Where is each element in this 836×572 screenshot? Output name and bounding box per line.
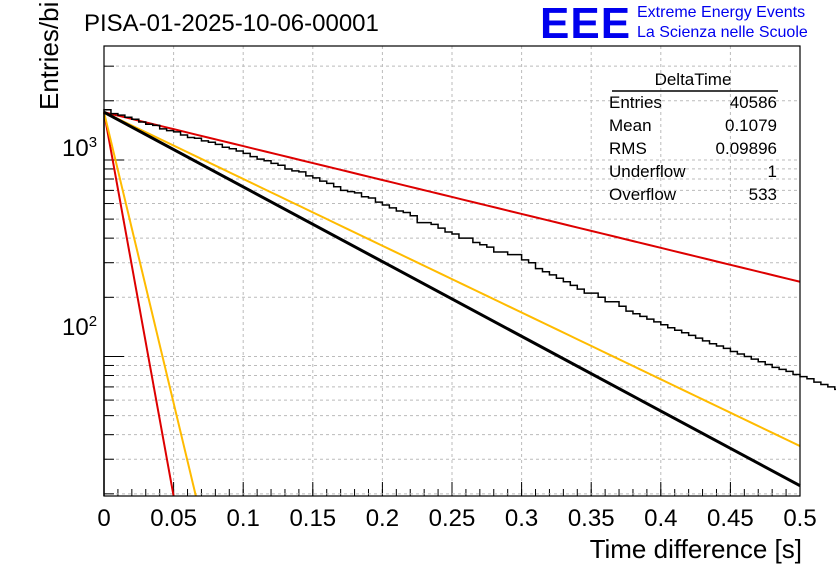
y-axis-label: Entries/bin bbox=[34, 0, 64, 110]
x-tick-label: 0.2 bbox=[366, 505, 399, 532]
stats-row: RMS 0.09896 bbox=[609, 139, 777, 158]
plot-frame bbox=[103, 45, 801, 497]
stats-row: Underflow 1 bbox=[609, 162, 777, 181]
chart-title: PISA-01-2025-10-06-00001 bbox=[84, 10, 379, 37]
x-tick-label: 0.35 bbox=[568, 505, 615, 532]
curve-3 bbox=[103, 111, 197, 497]
curve-1 bbox=[103, 112, 175, 497]
x-tick-label: 0 bbox=[97, 505, 110, 532]
x-tick-label: 0.3 bbox=[505, 505, 538, 532]
y-tick-label-100: 102 bbox=[62, 313, 98, 341]
x-tick-label: 0.05 bbox=[150, 505, 197, 532]
x-axis-label: Time difference [s] bbox=[589, 534, 802, 564]
x-tick-label: 0.1 bbox=[227, 505, 260, 532]
y-tick-label-1000: 103 bbox=[62, 134, 98, 162]
stats-row: Overflow 533 bbox=[609, 185, 777, 204]
stats-row: Entries 40586 bbox=[609, 93, 777, 112]
eee-logo-mark: EEE bbox=[540, 0, 632, 48]
x-tick-label: 0.25 bbox=[429, 505, 476, 532]
x-tick-label: 0.4 bbox=[644, 505, 677, 532]
stats-box: DeltaTime Entries 40586 Mean 0.1079 RMS 0.0… bbox=[609, 70, 777, 206]
curve-2 bbox=[103, 111, 801, 283]
x-tick-label: 0.5 bbox=[783, 505, 816, 532]
eee-logo-line2: La Scienza nelle Scuole bbox=[637, 24, 808, 41]
curve-4 bbox=[103, 111, 801, 447]
x-tick-label: 0.45 bbox=[707, 505, 754, 532]
fit-line bbox=[103, 110, 801, 488]
x-tick-label: 0.15 bbox=[289, 505, 336, 532]
eee-logo-line1: Extreme Energy Events bbox=[637, 4, 806, 21]
stats-title: DeltaTime bbox=[654, 70, 732, 89]
stats-row: Mean 0.1079 bbox=[609, 116, 777, 135]
